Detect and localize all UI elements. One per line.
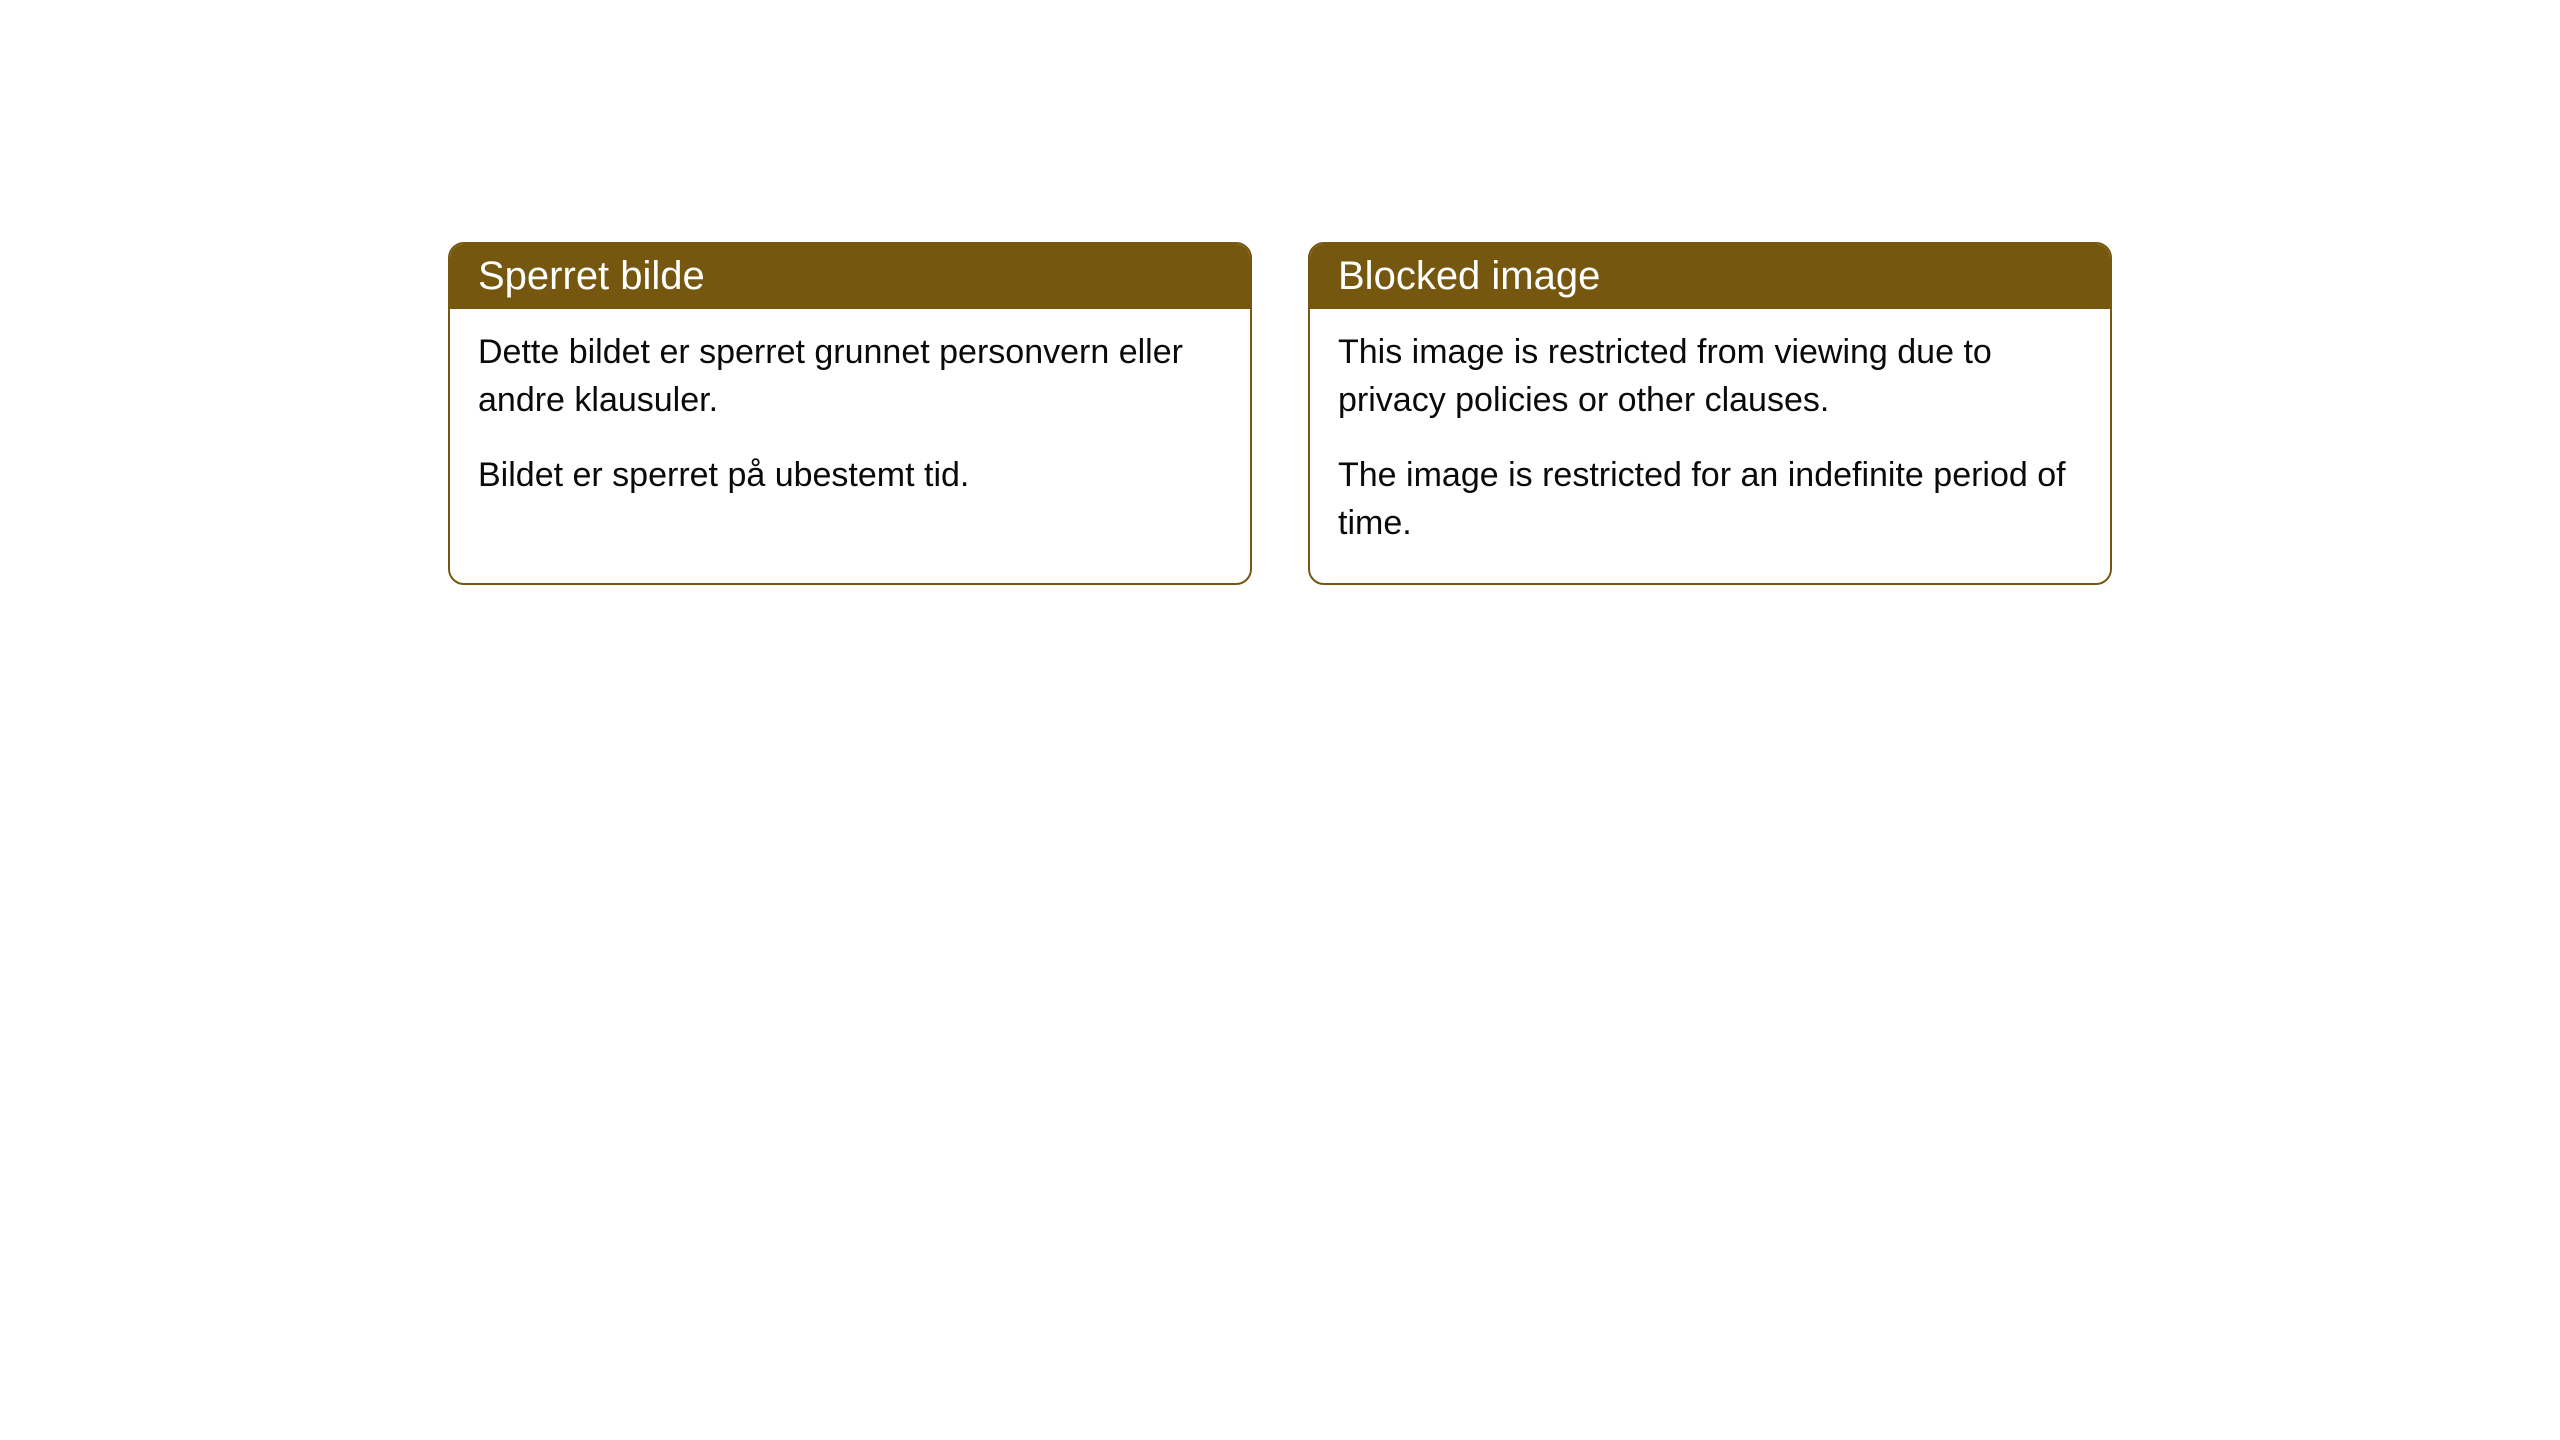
- card-container: Sperret bilde Dette bildet er sperret gr…: [0, 0, 2560, 585]
- card-body: This image is restricted from viewing du…: [1310, 309, 2110, 583]
- card-paragraph: This image is restricted from viewing du…: [1338, 329, 2082, 424]
- blocked-image-card-norwegian: Sperret bilde Dette bildet er sperret gr…: [448, 242, 1252, 585]
- card-header: Sperret bilde: [450, 244, 1250, 309]
- card-header: Blocked image: [1310, 244, 2110, 309]
- card-paragraph: Dette bildet er sperret grunnet personve…: [478, 329, 1222, 424]
- card-title: Blocked image: [1338, 254, 1600, 298]
- card-body: Dette bildet er sperret grunnet personve…: [450, 309, 1250, 536]
- card-paragraph: Bildet er sperret på ubestemt tid.: [478, 452, 1222, 500]
- card-paragraph: The image is restricted for an indefinit…: [1338, 452, 2082, 547]
- card-title: Sperret bilde: [478, 254, 705, 298]
- blocked-image-card-english: Blocked image This image is restricted f…: [1308, 242, 2112, 585]
